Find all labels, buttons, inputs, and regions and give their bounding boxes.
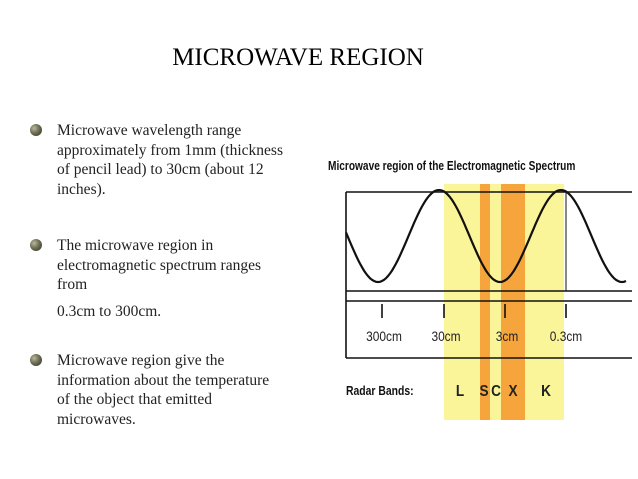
bullet-dot-icon — [30, 239, 42, 251]
bullet-text: Microwave wavelength range approximately… — [57, 122, 283, 198]
range-value-text: 0.3cm to 300cm. — [57, 303, 162, 320]
band-letter-l: L — [455, 383, 465, 400]
band-letter-c: C — [491, 383, 501, 400]
figure-title: Microwave region of the Electromagnetic … — [328, 158, 576, 173]
tick-label-300cm: 300cm — [366, 328, 402, 344]
radar-bands-label: Radar Bands: — [346, 383, 414, 398]
bullet-dot-icon — [30, 124, 42, 136]
slide-title: MICROWAVE REGION — [172, 44, 424, 71]
tick-label-3cm: 3cm — [495, 328, 519, 344]
bullet-text: The microwave region in electromagnetic … — [57, 237, 261, 293]
band-letter-x: X — [508, 383, 518, 400]
band-letter-s: S — [479, 383, 489, 400]
microwave-wave-curve — [344, 189, 627, 284]
bullet-dot-icon — [30, 354, 42, 366]
bullet-text: Microwave region give the information ab… — [57, 352, 270, 428]
bullet-wavelength-range: Microwave wavelength range approximately… — [30, 121, 320, 201]
tick-label-0-3cm: 0.3cm — [549, 328, 583, 344]
tick-label-30cm: 30cm — [431, 328, 461, 344]
microwave-spectrum-figure: Microwave region of the Electromagnetic … — [326, 148, 632, 430]
bullet-temperature-info: Microwave region give the information ab… — [30, 351, 320, 431]
bullet-spectrum-range: The microwave region in electromagnetic … — [30, 236, 320, 296]
spectrum-diagram — [344, 184, 632, 420]
band-letter-k: K — [541, 383, 551, 400]
radar-band-s-highlight — [480, 184, 490, 420]
radar-band-x-highlight — [501, 184, 525, 420]
